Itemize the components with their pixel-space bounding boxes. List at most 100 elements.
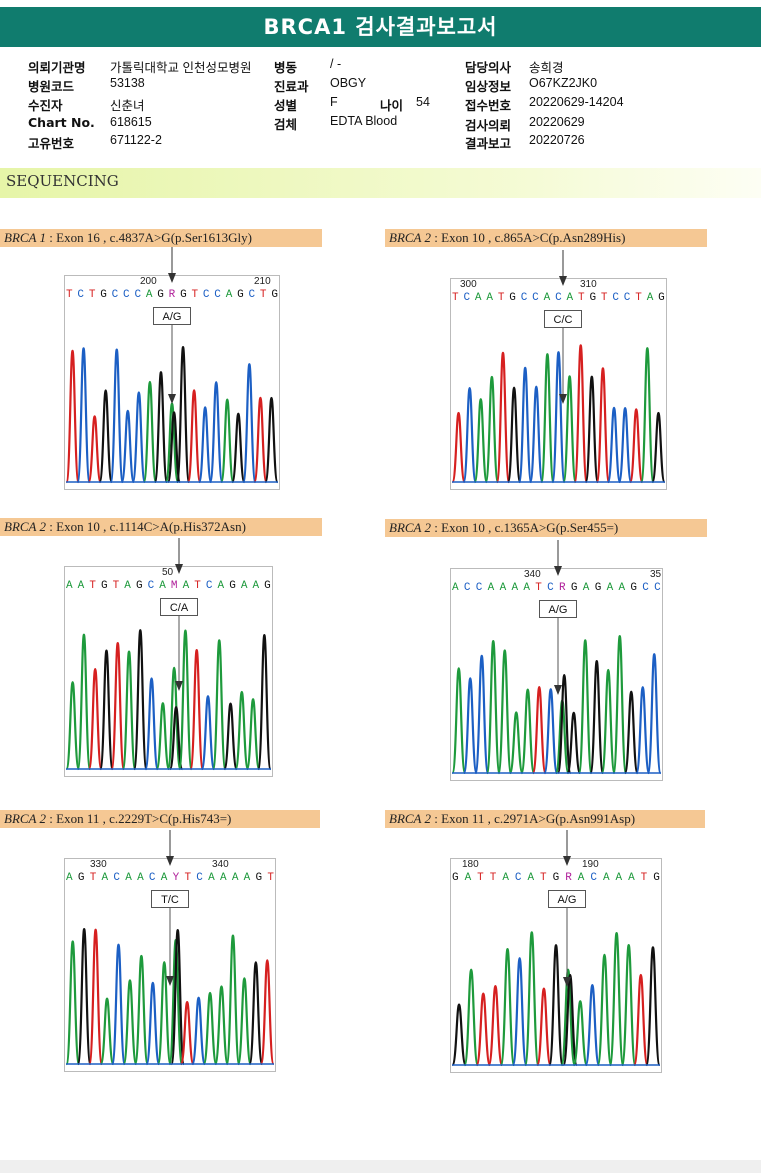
info-col1-3-value: 618615: [110, 115, 152, 129]
footer-strip: [0, 1160, 761, 1173]
position-number: 310: [580, 279, 597, 290]
variant-text: : Exon 11 , c.2971A>G(p.Asn991Asp): [431, 811, 636, 826]
peak-trace: [595, 367, 611, 484]
peak-trace: [214, 985, 229, 1066]
arrow-head: [559, 276, 567, 286]
info-col3-4-label: 결과보고: [465, 136, 512, 151]
base-call: G: [100, 289, 107, 301]
peak-trace: [202, 991, 218, 1066]
genotype-box: A/G: [539, 600, 577, 618]
peak-trace: [524, 931, 540, 1067]
base-call: G: [630, 582, 637, 594]
gene-name: BRCA 2: [389, 230, 432, 245]
base-call: A: [487, 582, 495, 594]
base-call: A: [66, 580, 73, 592]
base-call: A: [240, 580, 248, 592]
base-call: A: [486, 292, 493, 304]
base-call: G: [135, 580, 143, 592]
chromatogram-trace: [451, 250, 666, 484]
base-call: T: [89, 580, 96, 592]
base-call: C: [202, 289, 210, 301]
base-call: A: [66, 872, 73, 884]
peak-trace: [175, 346, 191, 484]
base-call: C: [123, 289, 130, 301]
base-call: A: [602, 872, 610, 884]
base-call: C: [654, 582, 661, 594]
peak-trace: [209, 381, 224, 484]
base-call: A: [125, 872, 132, 884]
position-number: 200: [140, 276, 157, 287]
base-call: A: [124, 580, 131, 592]
info-col3-1-label: 임상정보: [465, 79, 512, 94]
base-call: A: [618, 582, 626, 594]
base-call: C: [463, 292, 471, 304]
base-call: T: [489, 872, 497, 884]
base-call: A: [77, 580, 85, 592]
base-call: A: [527, 872, 535, 884]
base-call: T: [452, 292, 459, 304]
base-call: G: [653, 872, 660, 884]
peak-trace: [248, 961, 264, 1066]
peak-trace: [623, 690, 639, 775]
peak-trace: [520, 688, 536, 775]
arrow-head: [166, 856, 174, 866]
base-call: T: [535, 582, 542, 594]
genotype-box: A/G: [153, 307, 191, 325]
base-call: G: [552, 872, 560, 884]
base-call: T: [89, 872, 97, 884]
base-call: T: [259, 289, 267, 301]
peak-trace: [76, 633, 92, 771]
peak-trace: [451, 411, 466, 484]
peak-trace: [110, 642, 126, 771]
base-call: A: [502, 872, 509, 884]
base-call: C: [214, 289, 221, 301]
base-call: A: [137, 872, 144, 884]
peak-trace: [584, 984, 601, 1067]
base-call: C: [520, 292, 528, 304]
info-col1-4-value: 671122-2: [110, 133, 162, 147]
base-call: G: [658, 292, 665, 304]
peak-trace: [234, 690, 250, 771]
peak-trace: [506, 386, 522, 484]
peak-trace: [264, 396, 279, 484]
peak-trace: [548, 944, 564, 1067]
info-age-label: 나이: [380, 98, 404, 113]
peak-trace: [155, 702, 171, 771]
peak-trace: [88, 928, 103, 1066]
peak-trace: [253, 396, 268, 484]
position-number: 50: [162, 567, 174, 578]
base-call: T: [184, 872, 192, 884]
info-col2-2-value: F: [330, 95, 338, 109]
base-call: A: [615, 872, 623, 884]
peak-trace: [87, 415, 102, 484]
arrow-head: [175, 564, 183, 574]
peak-trace: [508, 711, 524, 775]
base-call: G: [570, 582, 578, 594]
info-col1-1-value: 53138: [110, 76, 145, 90]
info-col1-2-label: 수진자: [28, 98, 63, 113]
base-call: G: [180, 289, 187, 301]
peak-trace: [577, 639, 593, 775]
base-call: C: [623, 292, 631, 304]
genotype-box: A/G: [548, 890, 586, 908]
base-call: T: [66, 289, 73, 301]
base-call: A: [231, 872, 239, 884]
base-call: A: [452, 582, 459, 594]
base-call: R: [565, 872, 572, 884]
peak-trace: [120, 409, 135, 484]
base-call: C: [463, 582, 471, 594]
peak-trace: [540, 353, 555, 484]
base-call: C: [111, 289, 119, 301]
arrow-head: [175, 681, 183, 691]
peak-trace: [612, 635, 628, 775]
peak-trace: [189, 648, 204, 771]
base-call: G: [100, 580, 108, 592]
peak-trace: [608, 931, 625, 1067]
info-age-value: 54: [416, 95, 430, 109]
base-call: A: [646, 292, 654, 304]
position-number: 340: [212, 859, 229, 870]
peak-trace: [635, 686, 651, 775]
base-call: G: [255, 872, 263, 884]
genotype-box: C/A: [160, 598, 198, 616]
